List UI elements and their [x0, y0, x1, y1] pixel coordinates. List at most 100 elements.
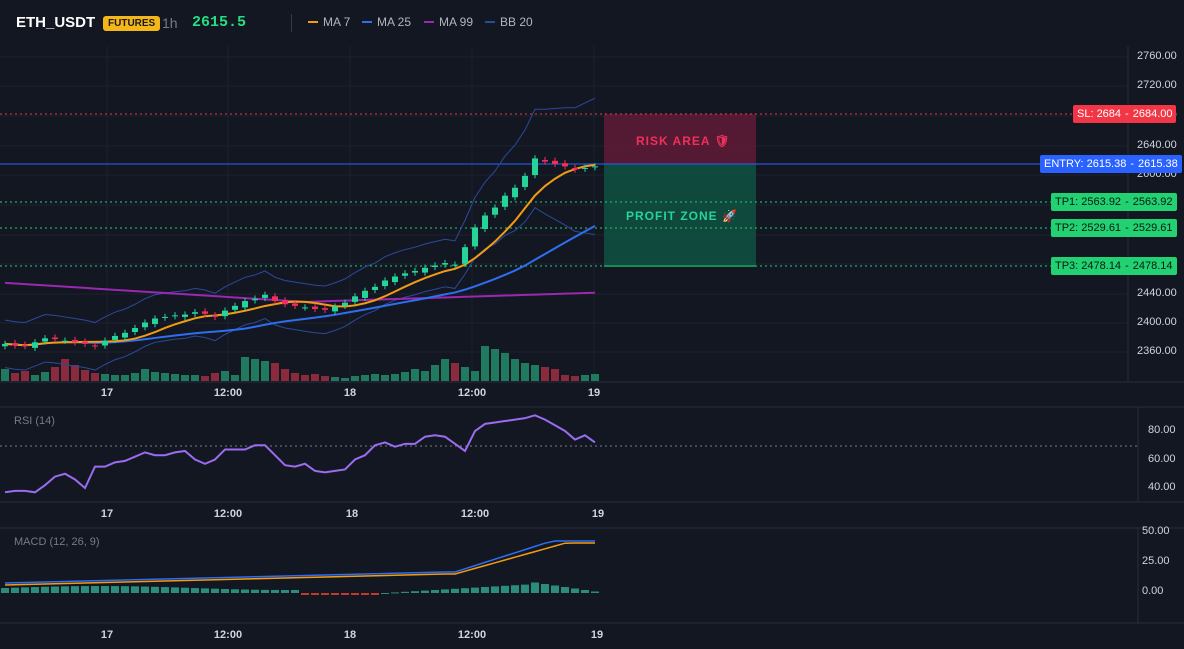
candle: [522, 175, 528, 187]
volume-bar: [151, 372, 159, 381]
volume-bar: [41, 372, 49, 381]
macd-histogram-bar: [21, 587, 29, 593]
candle: [72, 339, 78, 343]
time-axis-label: 18: [345, 508, 359, 520]
macd-histogram-bar: [11, 587, 19, 593]
candle: [412, 270, 418, 273]
legend-ma25[interactable]: MA 25: [362, 15, 411, 29]
time-axis-label: 12:00: [457, 387, 487, 399]
volume-bar: [271, 363, 279, 381]
volume-bar: [311, 374, 319, 381]
chart-header: ETH_USDT FUTURES 1h 2615.5 MA 7 MA 25 MA…: [0, 0, 1184, 46]
macd-histogram-bar: [271, 589, 279, 593]
candle: [132, 328, 138, 332]
volume-bar: [111, 375, 119, 381]
candle: [492, 207, 498, 215]
risk-area-box: [604, 114, 756, 164]
candle: [402, 273, 408, 276]
volume-bar: [301, 375, 309, 381]
macd-histogram-bar: [481, 587, 489, 593]
candle: [222, 310, 228, 317]
candle: [32, 342, 38, 348]
macd-histogram-bar: [261, 589, 269, 593]
candle: [322, 308, 328, 310]
macd-histogram-bar: [321, 593, 329, 595]
volume-bar: [471, 371, 479, 381]
candle: [272, 296, 278, 302]
macd-histogram-bar: [511, 585, 519, 593]
candle: [112, 335, 118, 340]
volume-bar: [1, 369, 9, 381]
time-axis-label: 17: [100, 508, 114, 520]
candle: [432, 265, 438, 268]
macd-histogram-bar: [561, 587, 569, 593]
volume-bar: [461, 367, 469, 381]
profit-zone-label: PROFIT ZONE 🚀: [626, 209, 738, 223]
macd-histogram-bar: [201, 588, 209, 593]
candle: [462, 247, 468, 264]
macd-histogram-bar: [91, 586, 99, 593]
volume-bar: [411, 369, 419, 381]
macd-histogram-bar: [421, 590, 429, 593]
macd-histogram-bar: [211, 588, 219, 593]
volume-bar: [131, 373, 139, 381]
macd-histogram-bar: [501, 585, 509, 593]
symbol-name[interactable]: ETH_USDT: [16, 14, 96, 31]
bb20-swatch: [485, 21, 495, 23]
time-axis-label: 12:00: [213, 508, 243, 520]
candle: [52, 337, 58, 340]
volume-bar: [141, 369, 149, 381]
timeframe[interactable]: 1h: [162, 15, 178, 31]
macd-histogram-bar: [531, 582, 539, 593]
legend-ma7[interactable]: MA 7: [308, 15, 350, 29]
futures-badge: FUTURES: [103, 16, 161, 31]
macd-histogram-bar: [461, 588, 469, 593]
volume-bar: [161, 373, 169, 381]
volume-bar: [261, 361, 269, 381]
candle: [532, 158, 538, 176]
macd-line: [4, 540, 595, 584]
candle: [382, 280, 388, 287]
candle: [162, 316, 168, 318]
candle: [142, 322, 148, 328]
candle: [332, 306, 338, 312]
macd-histogram-bar: [231, 589, 239, 593]
candle: [42, 338, 48, 342]
volume-bar: [451, 363, 459, 381]
volume-bar: [521, 363, 529, 381]
macd-histogram-bar: [31, 587, 39, 593]
candle: [82, 341, 88, 344]
tp1-tag: TP1: 2563.92-2563.92: [1051, 193, 1177, 211]
rsi-line: [4, 414, 596, 494]
price-axis-label: 2360.00: [1137, 345, 1177, 357]
candle: [552, 160, 558, 164]
volume-bar: [441, 359, 449, 381]
rsi-axis-label: 40.00: [1148, 481, 1176, 493]
macd-histogram-bar: [51, 586, 59, 593]
macd-histogram-bar: [1, 588, 9, 593]
macd-axis-label: 25.00: [1142, 555, 1170, 567]
volume-bar: [231, 375, 239, 381]
legend-ma99[interactable]: MA 99: [424, 15, 473, 29]
price-axis-label: 2400.00: [1137, 316, 1177, 328]
macd-histogram-bar: [171, 587, 179, 593]
signal-line: [4, 542, 595, 586]
volume-bar: [21, 371, 29, 381]
volume-bar: [511, 359, 519, 381]
macd-histogram-bar: [81, 586, 89, 593]
macd-axis-label: 0.00: [1142, 585, 1164, 597]
macd-histogram-bar: [401, 591, 409, 593]
header-divider: [291, 14, 292, 32]
legend-bb20[interactable]: BB 20: [485, 15, 533, 29]
candle: [202, 311, 208, 314]
volume-bar: [11, 373, 19, 381]
time-axis-label: 12:00: [213, 387, 243, 399]
candle: [592, 166, 598, 168]
volume-bar: [121, 375, 129, 381]
macd-histogram-bar: [71, 586, 79, 593]
volume-bar: [381, 375, 389, 381]
volume-bar: [171, 374, 179, 381]
volume-bar: [321, 376, 329, 381]
candle: [582, 167, 588, 169]
